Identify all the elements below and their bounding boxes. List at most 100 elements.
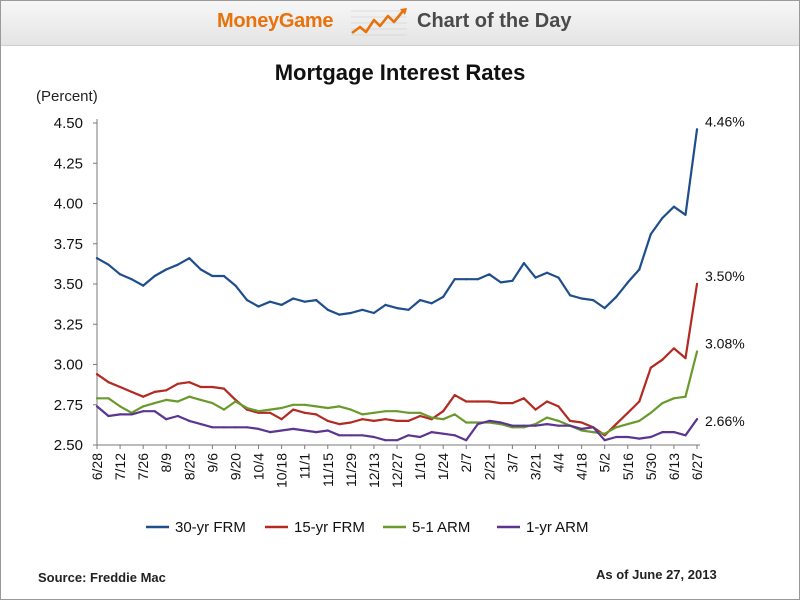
data-point-5-1-arm [349,408,352,411]
data-point-30-yr-frm [153,274,156,278]
data-point-15-yr-frm [603,434,606,437]
data-point-30-yr-frm [95,257,99,260]
data-point-1-yr-arm [626,435,629,439]
data-point-1-yr-arm [165,418,168,421]
data-point-30-yr-frm [245,299,249,302]
data-point-1-yr-arm [442,432,445,435]
rising-chart-icon [351,8,407,36]
data-point-1-yr-arm [522,424,526,427]
data-point-1-yr-arm [211,426,214,429]
data-point-30-yr-frm [534,276,537,279]
data-point-15-yr-frm [476,400,479,403]
data-point-5-1-arm [557,419,560,422]
y-tick-label: 3.25 [54,316,83,333]
data-point-1-yr-arm [603,439,606,442]
data-point-15-yr-frm [649,366,652,369]
data-point-1-yr-arm [499,421,502,424]
data-point-15-yr-frm [338,423,341,426]
data-point-1-yr-arm [280,429,283,432]
data-point-5-1-arm [615,426,618,429]
data-point-1-yr-arm [372,435,375,439]
data-point-5-1-arm [303,403,306,406]
data-point-5-1-arm [372,411,375,414]
x-tick-label: 1/10 [412,453,428,480]
data-point-1-yr-arm [453,434,456,437]
data-point-30-yr-frm [326,308,329,311]
legend-label: 30-yr FRM [175,519,246,536]
data-point-15-yr-frm [361,418,364,421]
x-tick-label: 3/21 [527,453,543,480]
data-point-1-yr-arm [545,423,549,426]
data-point-30-yr-frm [511,279,514,282]
data-point-1-yr-arm [153,410,156,413]
data-point-5-1-arm [638,419,641,422]
data-point-5-1-arm [338,405,341,408]
data-point-15-yr-frm [349,421,352,424]
data-point-1-yr-arm [234,426,237,429]
data-point-30-yr-frm [257,305,260,308]
data-point-1-yr-arm [649,435,652,439]
data-point-30-yr-frm [315,299,318,302]
x-tick-label: 4/18 [574,453,590,480]
data-point-1-yr-arm [142,410,145,413]
series-line-30-yr-frm [95,128,699,316]
data-point-5-1-arm [188,395,191,398]
data-point-30-yr-frm [234,284,237,287]
data-point-15-yr-frm [695,282,699,286]
data-point-5-1-arm [684,395,687,398]
data-point-30-yr-frm [419,299,422,302]
y-tick-label: 4.50 [54,115,83,132]
x-tick-label: 11/15 [320,453,336,487]
banner: MoneyGame Chart of the Day [1,1,799,46]
data-point-30-yr-frm [488,273,491,276]
data-point-30-yr-frm [395,307,399,310]
data-point-30-yr-frm [557,276,560,279]
data-point-15-yr-frm [222,387,225,390]
data-point-15-yr-frm [119,385,122,389]
data-point-15-yr-frm [499,402,502,405]
data-point-15-yr-frm [372,419,375,422]
data-point-15-yr-frm [303,411,306,414]
data-point-30-yr-frm [684,213,687,216]
data-point-1-yr-arm [130,413,133,416]
data-point-30-yr-frm [176,263,179,266]
y-tick-label: 4.25 [54,155,83,172]
data-point-15-yr-frm [165,389,168,392]
data-point-15-yr-frm [684,357,687,360]
x-tick-label: 9/6 [204,453,220,473]
end-value-label: 3.08% [705,336,745,352]
x-tick-label: 2/21 [481,453,497,480]
data-point-30-yr-frm [222,274,225,278]
data-point-5-1-arm [199,398,202,401]
x-tick-label: 10/4 [251,453,267,480]
data-point-15-yr-frm [638,400,641,403]
data-point-5-1-arm [119,405,122,408]
data-point-30-yr-frm [188,257,191,260]
data-point-1-yr-arm [580,427,583,430]
data-point-15-yr-frm [580,421,583,424]
x-tick-label: 7/26 [135,453,151,480]
data-point-5-1-arm [453,413,456,416]
data-point-30-yr-frm [199,268,202,271]
data-point-15-yr-frm [188,381,191,384]
data-point-1-yr-arm [176,414,179,418]
data-point-1-yr-arm [188,419,191,422]
data-point-1-yr-arm [292,427,295,430]
data-point-1-yr-arm [303,429,306,432]
data-point-30-yr-frm [615,295,618,298]
x-tick-label: 4/4 [551,453,567,473]
data-point-1-yr-arm [326,429,329,432]
data-point-1-yr-arm [269,431,272,434]
y-tick-label: 4.00 [54,196,83,213]
data-point-15-yr-frm [211,385,214,389]
data-point-1-yr-arm [419,435,422,439]
data-point-5-1-arm [419,411,422,414]
data-point-15-yr-frm [130,390,133,393]
data-point-1-yr-arm [638,437,641,440]
data-point-15-yr-frm [661,358,664,361]
data-point-5-1-arm [95,397,99,400]
data-point-5-1-arm [395,410,399,413]
data-point-1-yr-arm [465,439,468,442]
y-tick-label: 3.75 [54,236,83,253]
